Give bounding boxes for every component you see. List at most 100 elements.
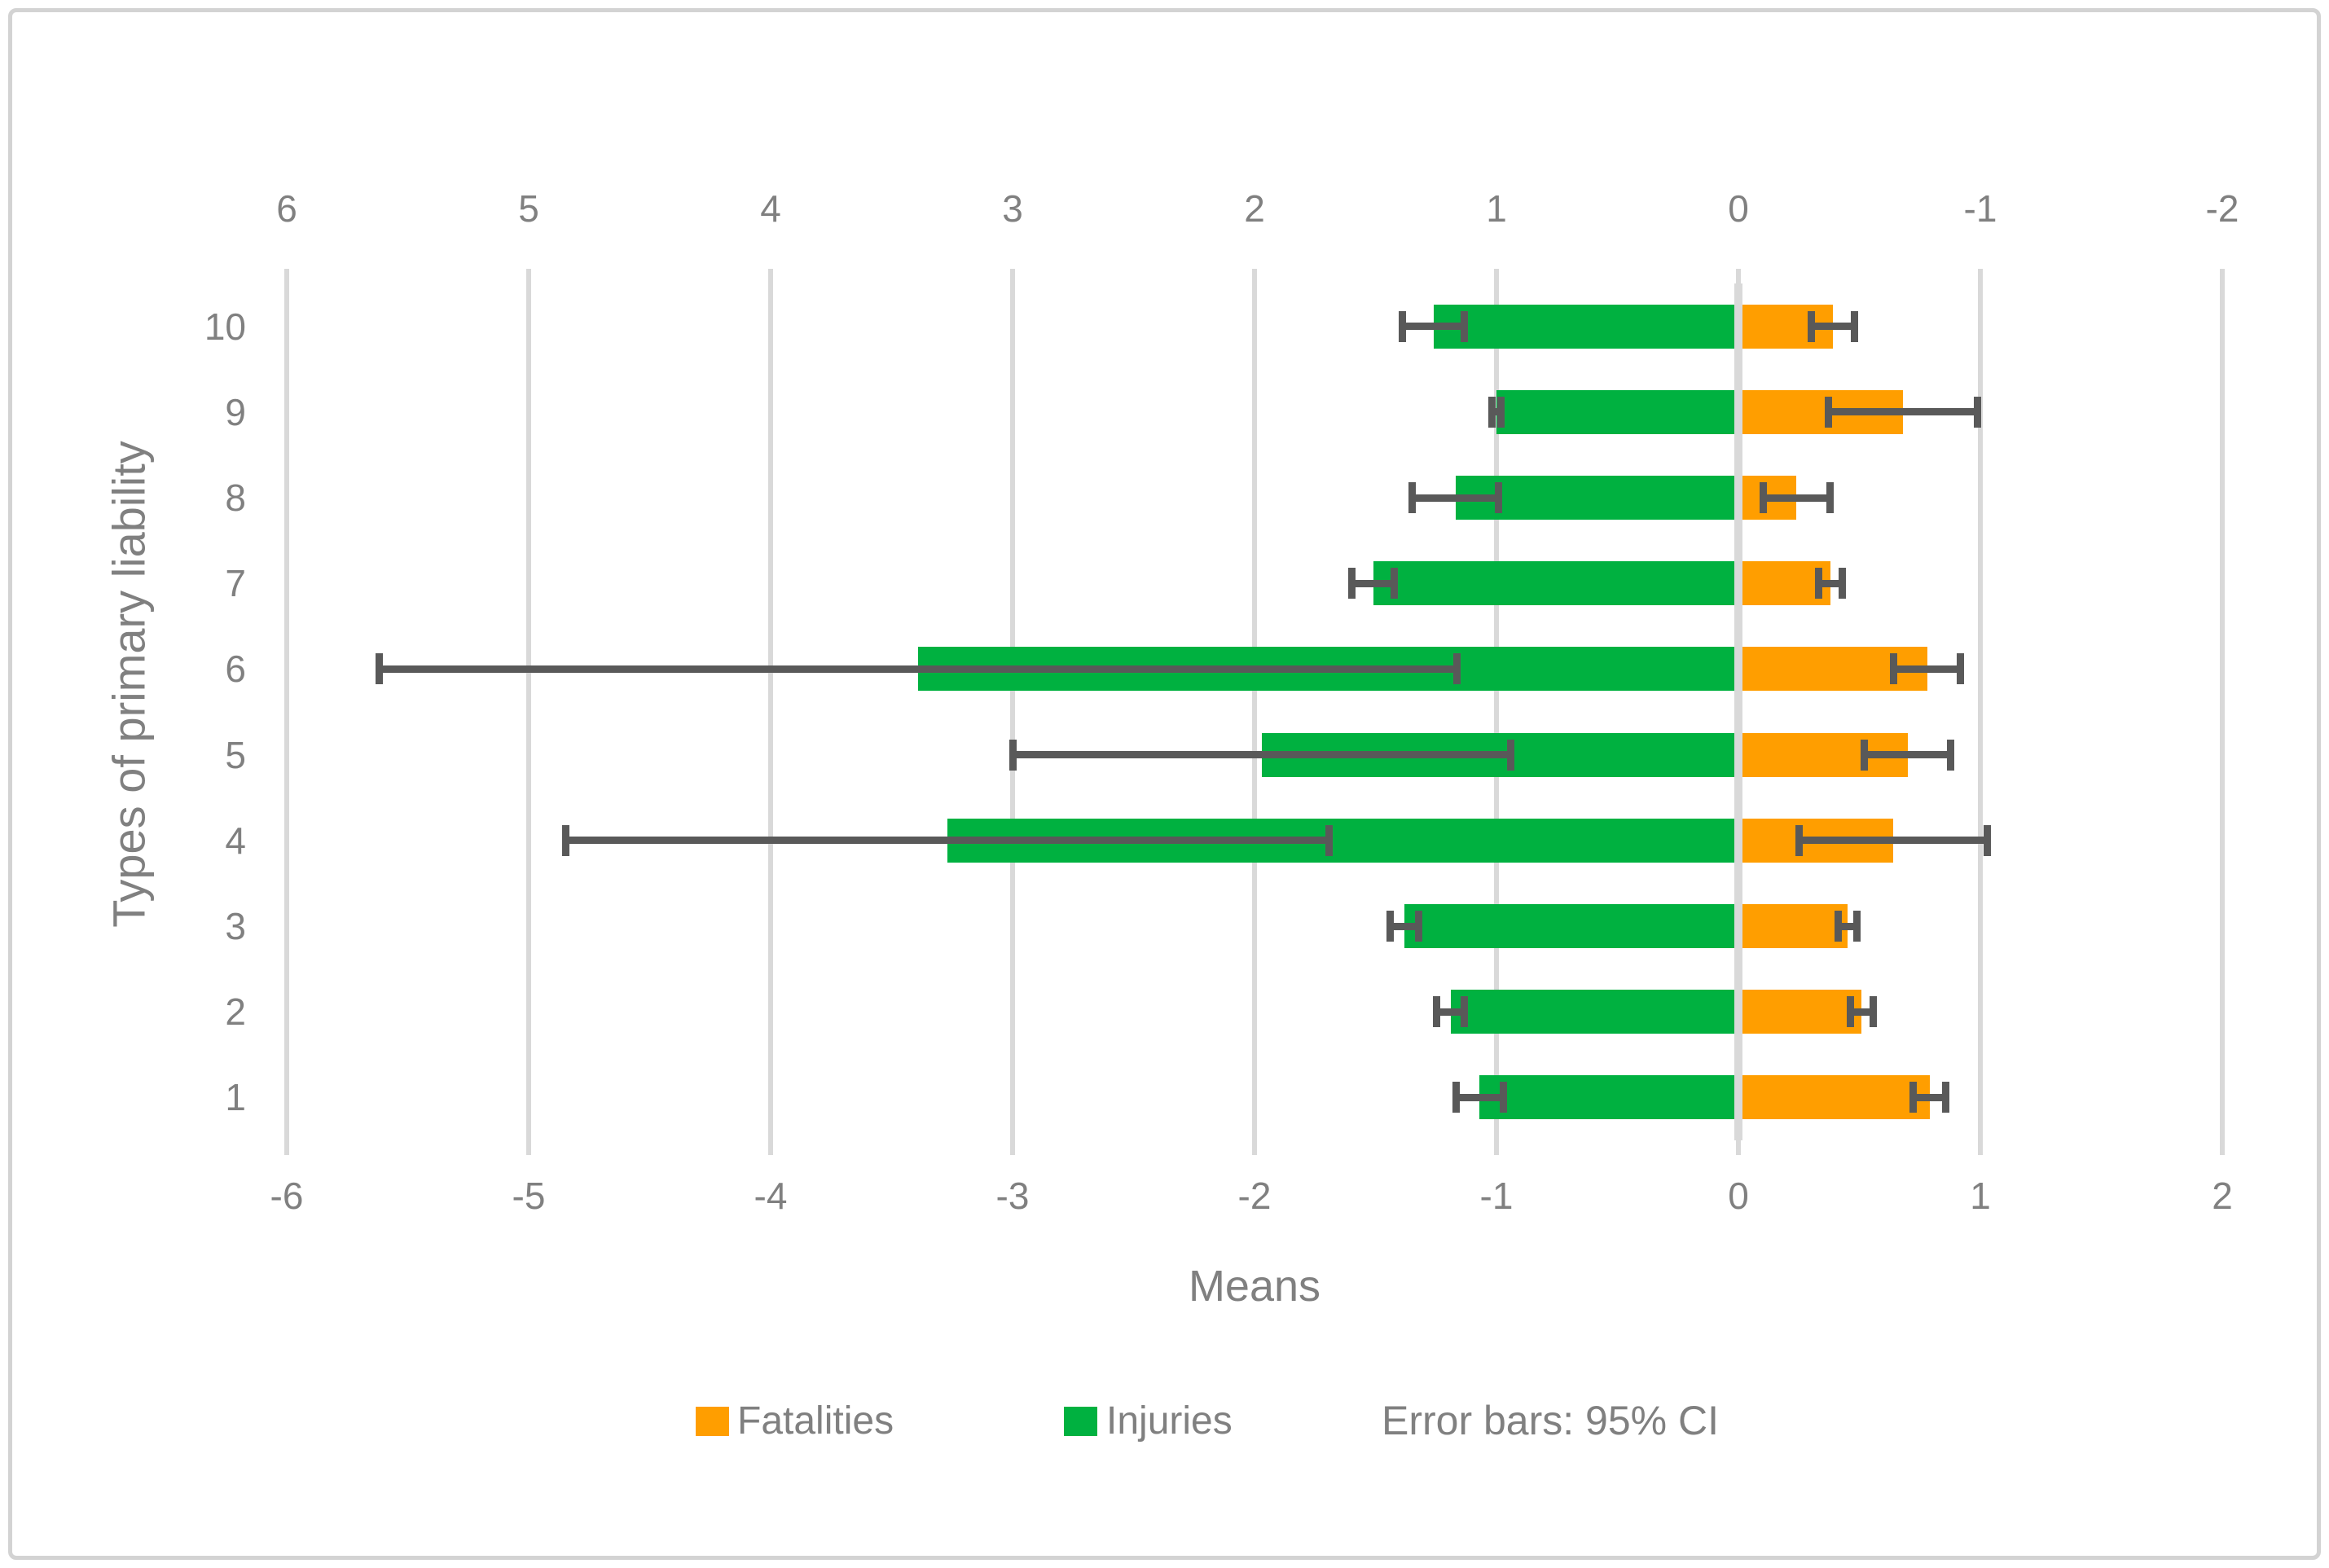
top-tick-label: 1 bbox=[1486, 187, 1507, 230]
error-bar-injuries-cap-high bbox=[1496, 396, 1505, 428]
top-tick-label: 6 bbox=[276, 187, 297, 230]
error-bar-fatalities-cap-high bbox=[1947, 739, 1955, 771]
gridline bbox=[526, 283, 531, 1140]
error-bar-fatalities-cap-low bbox=[1861, 739, 1869, 771]
top-tick-label: 0 bbox=[1728, 187, 1749, 230]
error-bar-injuries-line bbox=[1435, 1008, 1466, 1016]
gridline bbox=[1978, 283, 1983, 1140]
error-bar-fatalities-cap-low bbox=[1815, 568, 1822, 600]
bar-fatalities bbox=[1738, 990, 1862, 1034]
bottom-axis-tick bbox=[1010, 1140, 1015, 1155]
gridline bbox=[2220, 283, 2225, 1140]
error-bar-injuries-line bbox=[1412, 494, 1499, 502]
error-bar-injuries-line bbox=[1402, 323, 1466, 331]
chart-frame-border bbox=[8, 8, 2321, 1560]
category-label: 8 bbox=[225, 477, 246, 519]
error-bar-injuries-cap-high bbox=[1506, 739, 1514, 771]
error-bar-injuries-line bbox=[565, 837, 1330, 845]
error-bar-injuries-cap-low bbox=[1347, 568, 1356, 600]
error-bar-fatalities-cap-high bbox=[1850, 310, 1858, 342]
bottom-axis-tick bbox=[284, 1140, 289, 1155]
top-axis-tick bbox=[1978, 269, 1983, 283]
error-bar-injuries-cap-high bbox=[1461, 310, 1469, 342]
top-tick-label: -2 bbox=[2205, 187, 2239, 230]
category-label: 3 bbox=[225, 905, 246, 947]
top-axis-tick bbox=[284, 269, 289, 283]
error-bar-injuries-cap-high bbox=[1499, 1082, 1507, 1113]
error-bar-injuries-cap-low bbox=[1009, 739, 1017, 771]
bottom-axis-tick bbox=[1252, 1140, 1257, 1155]
error-bar-fatalities-line bbox=[1827, 408, 1978, 416]
bottom-tick-label: -4 bbox=[754, 1175, 788, 1217]
gridline bbox=[1494, 283, 1499, 1140]
bar-injuries bbox=[1450, 990, 1738, 1034]
bar-fatalities bbox=[1738, 904, 1848, 948]
bottom-tick-label: -1 bbox=[1479, 1175, 1514, 1217]
error-bar-fatalities-cap-high bbox=[1942, 1082, 1950, 1113]
legend-label-fatalities: Fatalities bbox=[737, 1399, 894, 1443]
error-bar-injuries-cap-high bbox=[1414, 911, 1422, 942]
error-bar-fatalities-line bbox=[1893, 665, 1962, 673]
x-axis-title: Means bbox=[1188, 1262, 1321, 1311]
top-axis-tick bbox=[1494, 269, 1499, 283]
error-bar-injuries-cap-low bbox=[1399, 310, 1407, 342]
category-label: 1 bbox=[225, 1076, 246, 1119]
gridline bbox=[1252, 283, 1257, 1140]
error-bar-fatalities-line bbox=[1849, 1008, 1874, 1016]
error-bar-fatalities-cap-high bbox=[1974, 396, 1982, 428]
bottom-tick-label: 0 bbox=[1728, 1175, 1749, 1217]
error-bar-injuries-line bbox=[378, 665, 1458, 673]
error-bar-injuries-cap-low bbox=[1408, 482, 1417, 513]
error-bar-fatalities-line bbox=[1864, 751, 1952, 759]
category-label: 7 bbox=[225, 562, 246, 605]
error-bar-injuries-cap-high bbox=[1453, 653, 1461, 685]
top-axis-tick bbox=[2220, 269, 2225, 283]
bar-injuries bbox=[1496, 389, 1738, 434]
error-bar-fatalities-cap-high bbox=[1826, 482, 1834, 513]
category-label: 9 bbox=[225, 390, 246, 433]
error-bar-injuries-line bbox=[1351, 579, 1395, 587]
error-bar-injuries-cap-high bbox=[1494, 482, 1502, 513]
bottom-tick-label: -5 bbox=[512, 1175, 546, 1217]
top-tick-label: 3 bbox=[1002, 187, 1023, 230]
error-bar-fatalities-cap-low bbox=[1759, 482, 1767, 513]
top-axis-tick bbox=[768, 269, 773, 283]
error-bar-fatalities-cap-low bbox=[1808, 310, 1816, 342]
error-bar-fatalities-cap-high bbox=[1852, 911, 1861, 942]
error-bar-fatalities-line bbox=[1762, 494, 1830, 502]
error-bars-note: Error bars: 95% CI bbox=[1382, 1398, 1720, 1443]
top-axis-tick bbox=[1736, 269, 1741, 283]
error-bar-fatalities-cap-high bbox=[1870, 996, 1878, 1028]
bottom-tick-label: -3 bbox=[995, 1175, 1030, 1217]
error-bar-injuries-cap-high bbox=[1391, 568, 1399, 600]
error-bar-fatalities-cap-low bbox=[1909, 1082, 1917, 1113]
bar-injuries bbox=[1479, 1075, 1738, 1120]
error-bar-injuries-cap-low bbox=[561, 824, 569, 856]
category-label: 4 bbox=[225, 819, 246, 862]
error-bar-injuries-line bbox=[1455, 1093, 1504, 1101]
error-bar-fatalities-cap-low bbox=[1834, 911, 1842, 942]
error-bar-injuries-line bbox=[1013, 751, 1511, 759]
error-bar-fatalities-line bbox=[1912, 1093, 1947, 1101]
error-bar-injuries-cap-low bbox=[1488, 396, 1496, 428]
error-bar-injuries-cap-low bbox=[1386, 911, 1395, 942]
top-tick-label: 5 bbox=[518, 187, 539, 230]
legend-swatch-injuries bbox=[1064, 1407, 1097, 1436]
bottom-tick-label: -2 bbox=[1237, 1175, 1272, 1217]
error-bar-fatalities-cap-low bbox=[1824, 396, 1832, 428]
error-bar-fatalities-line bbox=[1799, 837, 1988, 845]
error-bar-fatalities-cap-high bbox=[1983, 824, 1991, 856]
bar-fatalities bbox=[1738, 1075, 1930, 1120]
bar-injuries bbox=[1404, 904, 1738, 948]
error-bar-fatalities-cap-low bbox=[1846, 996, 1854, 1028]
legend-swatch-fatalities bbox=[696, 1407, 729, 1436]
bar-injuries bbox=[1433, 304, 1738, 349]
error-bar-fatalities-cap-low bbox=[1890, 653, 1898, 685]
error-bar-fatalities-line bbox=[1818, 579, 1843, 587]
gridline bbox=[284, 283, 289, 1140]
bar-injuries bbox=[1455, 476, 1738, 520]
error-bar-injuries-cap-low bbox=[1452, 1082, 1460, 1113]
error-bar-fatalities-line bbox=[1811, 323, 1855, 331]
error-bar-injuries-line bbox=[1492, 408, 1501, 416]
